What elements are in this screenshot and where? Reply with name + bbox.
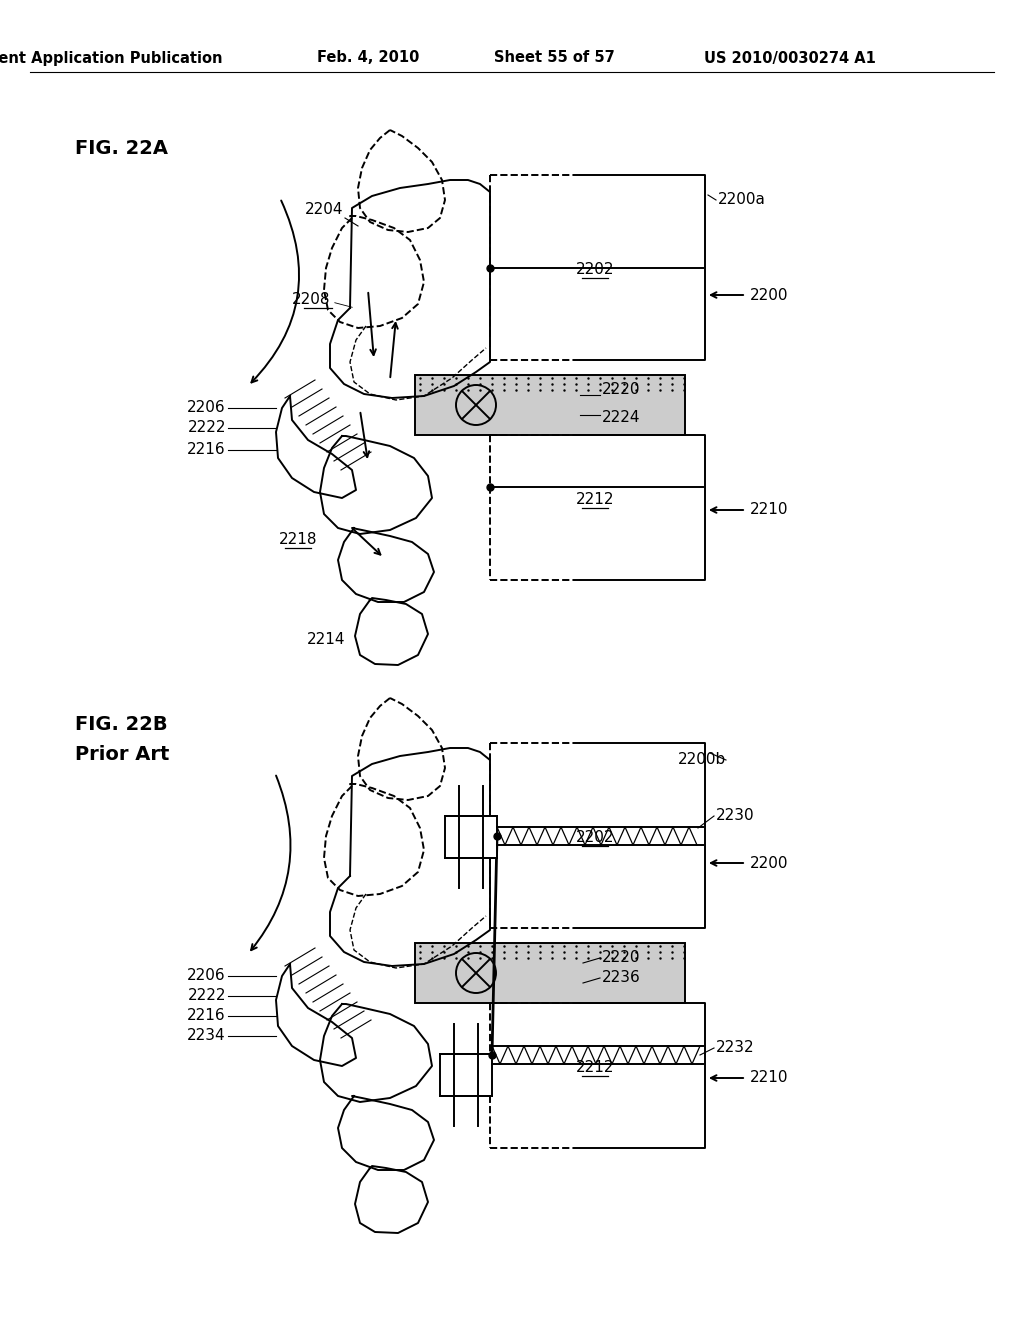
Text: 2200: 2200	[750, 288, 788, 302]
Text: 2218: 2218	[279, 532, 317, 548]
Text: 2210: 2210	[750, 1071, 788, 1085]
Text: 2200b: 2200b	[678, 752, 726, 767]
Text: 2220: 2220	[602, 383, 640, 397]
Text: Feb. 4, 2010: Feb. 4, 2010	[316, 50, 419, 66]
Text: 2202: 2202	[575, 263, 614, 277]
Text: 2230: 2230	[716, 808, 755, 824]
Text: US 2010/0030274 A1: US 2010/0030274 A1	[705, 50, 876, 66]
Text: 2234: 2234	[187, 1028, 226, 1044]
Text: 2222: 2222	[187, 421, 226, 436]
Text: 2220: 2220	[602, 950, 640, 965]
Text: 2232: 2232	[716, 1040, 755, 1056]
Text: Patent Application Publication: Patent Application Publication	[0, 50, 223, 66]
Bar	[492, 1045, 703, 1064]
Text: FIG. 22A: FIG. 22A	[75, 139, 168, 157]
Text: 2216: 2216	[187, 1008, 226, 1023]
Text: 2204: 2204	[304, 202, 343, 218]
Bar	[445, 816, 497, 858]
Text: 2214: 2214	[307, 632, 345, 648]
Text: 2202: 2202	[575, 830, 614, 846]
Bar	[415, 375, 685, 436]
Bar	[440, 1053, 492, 1096]
Bar	[415, 942, 685, 1003]
Text: 2236: 2236	[602, 970, 641, 986]
Text: FIG. 22B: FIG. 22B	[75, 715, 168, 734]
Text: 2212: 2212	[575, 1060, 614, 1076]
Text: 2206: 2206	[187, 969, 226, 983]
Text: 2216: 2216	[187, 442, 226, 458]
Text: 2222: 2222	[187, 989, 226, 1003]
Text: 2200a: 2200a	[718, 193, 766, 207]
Text: Sheet 55 of 57: Sheet 55 of 57	[494, 50, 614, 66]
Text: Prior Art: Prior Art	[75, 746, 169, 764]
Text: 2210: 2210	[750, 503, 788, 517]
Text: 2206: 2206	[187, 400, 226, 416]
Bar	[497, 828, 703, 845]
Text: 2208: 2208	[292, 293, 330, 308]
Text: 2224: 2224	[602, 411, 640, 425]
Text: 2212: 2212	[575, 492, 614, 507]
Text: 2200: 2200	[750, 855, 788, 870]
